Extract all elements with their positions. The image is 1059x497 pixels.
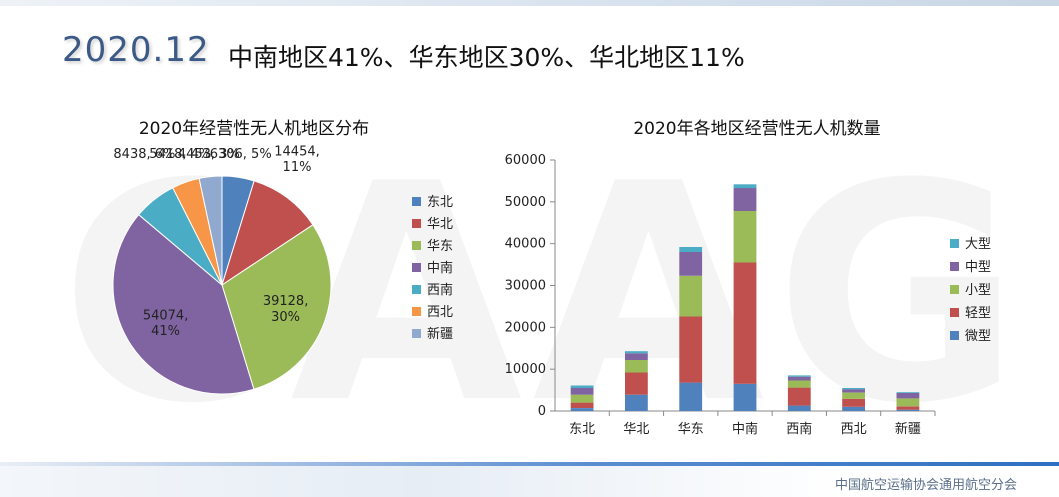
pie-data-label-6: 5418, 4%	[149, 147, 211, 162]
pie-data-label-4: 54074, 41%	[143, 309, 189, 340]
bar-y-tick-label-6: 60000	[505, 153, 546, 168]
headline: 中南地区41%、华东地区30%、华北地区11%	[228, 43, 745, 72]
pie-legend-label-5: 西南	[427, 282, 453, 298]
bar-x-tick-label-6: 西北	[841, 422, 867, 437]
pie-slice-3	[221, 224, 332, 390]
bar-legend-label-4: 轻型	[965, 306, 991, 321]
bar-legend-swatch-2	[950, 262, 959, 271]
pie-legend-swatch-1	[412, 197, 421, 206]
bar-y-tick-label-1: 10000	[505, 362, 546, 377]
bar-4-segment-3	[733, 211, 757, 263]
bar-1-segment-2	[570, 402, 594, 408]
bar-2-segment-5	[625, 351, 648, 354]
bar-6-segment-4	[842, 389, 865, 393]
bar-x-tick-label-1: 东北	[569, 422, 595, 437]
pie-slice-7	[198, 175, 223, 286]
bar-6-segment-3	[842, 392, 865, 399]
bar-2-segment-1	[625, 394, 648, 411]
bar-7-segment-4	[896, 393, 920, 399]
year-title: 2020.12	[62, 30, 210, 70]
top-accent-line	[0, 0, 1059, 6]
bar-4-segment-5	[733, 184, 757, 189]
pie-legend-swatch-6	[412, 307, 421, 316]
pie-data-label-3: 39128, 30%	[263, 294, 309, 325]
pie-chart: 2020年经营性无人机地区分布 6306, 5% 14454, 11% 39128, 30…	[112, 119, 453, 395]
bar-5-segment-5	[787, 375, 811, 377]
pie-legend-label-2: 华北	[427, 217, 453, 232]
bar-legend-label-1: 大型	[965, 237, 991, 252]
bar-7-segment-3	[896, 398, 920, 407]
bar-y-tick-label-4: 40000	[505, 237, 546, 252]
bar-title: 2020年各地区经营性无人机数量	[633, 119, 880, 139]
bar-y-tick-label-3: 30000	[505, 279, 546, 294]
bar-1-segment-1	[570, 408, 594, 411]
pie-slice-4	[112, 213, 255, 395]
bar-3-segment-2	[679, 316, 703, 383]
bar-y-tick-label-2: 20000	[505, 320, 546, 335]
bar-1-segment-4	[570, 388, 594, 395]
bar-6-segment-2	[842, 398, 865, 407]
pie-data-label-5: 8438, 6%	[113, 147, 175, 162]
bar-legend-label-2: 中型	[965, 260, 991, 275]
bar-x-tick-label-3: 华东	[678, 422, 704, 437]
bar-legend-swatch-1	[950, 239, 959, 248]
pie-legend-swatch-5	[412, 285, 421, 294]
bar-x-tick-label-7: 新疆	[895, 421, 921, 437]
bar-3-segment-3	[679, 275, 703, 317]
bar-5-segment-1	[787, 405, 811, 411]
pie-legend-swatch-3	[412, 241, 421, 250]
bar-legend-swatch-5	[950, 331, 959, 340]
bar-4-segment-2	[733, 262, 757, 384]
bar-5-segment-2	[787, 387, 811, 406]
bar-2-segment-3	[625, 360, 648, 373]
bar-legend-label-5: 微型	[965, 329, 991, 344]
pie-legend-label-1: 东北	[427, 195, 453, 210]
bar-3-segment-1	[679, 382, 703, 411]
bar-x-tick-label-5: 西南	[786, 421, 812, 437]
bar-1-segment-5	[570, 385, 594, 388]
bar-y-tick-label-0: 0	[538, 404, 546, 419]
pie-data-label-2: 14454, 11%	[274, 144, 320, 175]
pie-legend-swatch-7	[412, 329, 421, 338]
bar-3-segment-5	[679, 247, 703, 252]
pie-legend-swatch-2	[412, 219, 421, 228]
bar-legend-swatch-3	[950, 285, 959, 294]
bar-5-segment-3	[787, 380, 811, 388]
bar-x-tick-label-2: 华北	[623, 422, 649, 437]
bar-4-segment-4	[733, 188, 757, 211]
bar-x-tick-label-4: 中南	[732, 421, 758, 437]
bar-2-segment-4	[625, 353, 648, 360]
footer-band	[0, 462, 1059, 497]
bar-7-segment-1	[896, 409, 920, 411]
bar-4-segment-1	[733, 383, 757, 411]
footer-strip	[0, 462, 1059, 466]
pie-title: 2020年经营性无人机地区分布	[139, 119, 369, 139]
bar-5-segment-4	[787, 376, 811, 381]
pie-legend-label-7: 新疆	[427, 326, 453, 342]
bar-legend-swatch-4	[950, 308, 959, 317]
pie-legend-label-3: 华东	[427, 239, 453, 254]
bar-y-tick-label-5: 50000	[505, 195, 546, 210]
bar-1-segment-3	[570, 394, 594, 403]
bar-3-segment-4	[679, 252, 703, 276]
pie-data-label-7: 4453, 3%	[178, 147, 240, 162]
pie-legend-label-6: 西北	[427, 305, 453, 320]
bar-6-segment-5	[842, 388, 865, 390]
bar-6-segment-1	[842, 406, 865, 411]
footer-org: 中国航空运输协会通用航空分会	[834, 478, 1017, 493]
bar-7-segment-5	[896, 392, 920, 393]
pie-data-label-1: 6306, 5%	[210, 147, 272, 162]
bar-legend-label-3: 小型	[965, 283, 991, 298]
pie-slice-2	[221, 180, 314, 287]
bar-2-segment-2	[625, 372, 648, 395]
pie-legend-label-4: 中南	[427, 260, 453, 276]
bar-7-segment-2	[896, 406, 920, 410]
stacked-bar-chart: 2020年各地区经营性无人机数量 0 10000 20000 30000 40000 500…	[505, 119, 991, 437]
pie-legend-swatch-4	[412, 263, 421, 272]
